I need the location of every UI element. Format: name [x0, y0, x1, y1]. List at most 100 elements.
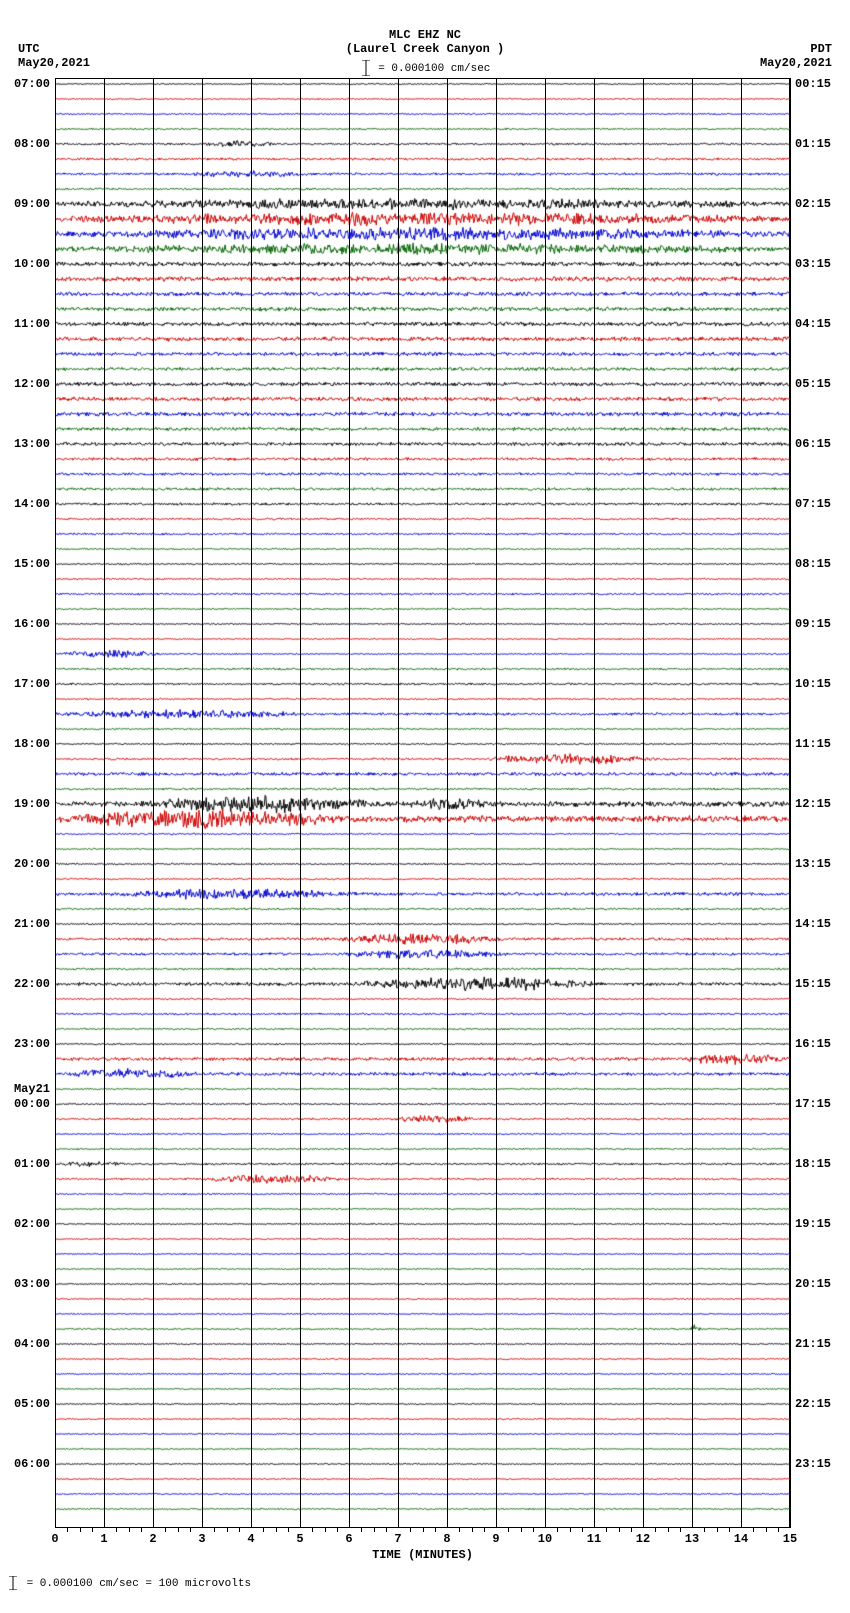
pdt-time-label: 01:15: [795, 137, 835, 151]
pdt-time-label: 00:15: [795, 77, 835, 91]
xtick-minor: [239, 1528, 240, 1532]
xtick-minor: [410, 1528, 411, 1532]
xtick-minor: [312, 1528, 313, 1532]
xtick-label: 10: [538, 1532, 552, 1546]
xtick-minor: [116, 1528, 117, 1532]
xtick-label: 4: [247, 1532, 254, 1546]
gridline: [790, 78, 791, 1528]
xtick-minor: [361, 1528, 362, 1532]
xtick-label: 3: [198, 1532, 205, 1546]
utc-time-label: 09:00: [10, 197, 50, 211]
helicorder-plot: TIME (MINUTES) 012345678910111213141507:…: [55, 78, 790, 1528]
xtick-label: 12: [636, 1532, 650, 1546]
xtick-minor: [766, 1528, 767, 1532]
utc-time-label: 22:00: [10, 977, 50, 991]
xtick-label: 15: [783, 1532, 797, 1546]
xtick-minor: [619, 1528, 620, 1532]
pdt-time-label: 03:15: [795, 257, 835, 271]
xtick-minor: [263, 1528, 264, 1532]
gridline: [104, 78, 105, 1528]
gridline: [251, 78, 252, 1528]
xtick-minor: [521, 1528, 522, 1532]
xtick-minor: [570, 1528, 571, 1532]
xtick-minor: [704, 1528, 705, 1532]
footer-text: = 0.000100 cm/sec = 100 microvolts: [27, 1578, 251, 1590]
xtick-minor: [288, 1528, 289, 1532]
gridline: [643, 78, 644, 1528]
seismic-traces: [55, 78, 790, 1528]
xtick-minor: [165, 1528, 166, 1532]
pdt-time-label: 07:15: [795, 497, 835, 511]
xtick-minor: [631, 1528, 632, 1532]
utc-time-label: 20:00: [10, 857, 50, 871]
utc-time-label: 08:00: [10, 137, 50, 151]
xtick-minor: [778, 1528, 779, 1532]
pdt-time-label: 14:15: [795, 917, 835, 931]
xtick-minor: [325, 1528, 326, 1532]
pdt-time-label: 04:15: [795, 317, 835, 331]
utc-time-label: 04:00: [10, 1337, 50, 1351]
utc-time-label: 12:00: [10, 377, 50, 391]
xtick-label: 9: [492, 1532, 499, 1546]
xtick-minor: [655, 1528, 656, 1532]
station-title: MLC EHZ NC: [0, 28, 850, 42]
utc-time-label: 14:00: [10, 497, 50, 511]
pdt-time-label: 10:15: [795, 677, 835, 691]
gridline: [447, 78, 448, 1528]
xtick-label: 1: [100, 1532, 107, 1546]
utc-time-label: 01:00: [10, 1157, 50, 1171]
pdt-time-label: 19:15: [795, 1217, 835, 1231]
pdt-time-label: 23:15: [795, 1457, 835, 1471]
xtick-minor: [423, 1528, 424, 1532]
xtick-label: 2: [149, 1532, 156, 1546]
xtick-minor: [276, 1528, 277, 1532]
xtick-label: 11: [587, 1532, 601, 1546]
utc-time-label: 05:00: [10, 1397, 50, 1411]
gridline: [594, 78, 595, 1528]
utc-time-label: 00:00: [10, 1097, 50, 1111]
gridline: [55, 78, 56, 1528]
pdt-time-label: 17:15: [795, 1097, 835, 1111]
xtick-minor: [92, 1528, 93, 1532]
xtick-minor: [484, 1528, 485, 1532]
utc-time-label: 13:00: [10, 437, 50, 451]
pdt-time-label: 09:15: [795, 617, 835, 631]
utc-time-label: 19:00: [10, 797, 50, 811]
utc-time-label: 21:00: [10, 917, 50, 931]
pdt-time-label: 05:15: [795, 377, 835, 391]
xtick-minor: [717, 1528, 718, 1532]
pdt-time-label: 11:15: [795, 737, 835, 751]
utc-time-label: 11:00: [10, 317, 50, 331]
footer: = 0.000100 cm/sec = 100 microvolts: [6, 1576, 850, 1590]
xtick-minor: [680, 1528, 681, 1532]
gridline: [545, 78, 546, 1528]
pdt-time-label: 06:15: [795, 437, 835, 451]
xtick-minor: [227, 1528, 228, 1532]
xtick-label: 8: [443, 1532, 450, 1546]
xtick-minor: [729, 1528, 730, 1532]
xtick-minor: [178, 1528, 179, 1532]
utc-time-label: 02:00: [10, 1217, 50, 1231]
xtick-minor: [141, 1528, 142, 1532]
utc-time-label: 23:00: [10, 1037, 50, 1051]
pdt-time-label: 21:15: [795, 1337, 835, 1351]
xtick-label: 14: [734, 1532, 748, 1546]
pdt-time-label: 18:15: [795, 1157, 835, 1171]
xtick-minor: [67, 1528, 68, 1532]
pdt-time-label: 13:15: [795, 857, 835, 871]
xtick-minor: [668, 1528, 669, 1532]
xtick-label: 0: [51, 1532, 58, 1546]
xtick-minor: [606, 1528, 607, 1532]
utc-time-label: 15:00: [10, 557, 50, 571]
pdt-time-label: 08:15: [795, 557, 835, 571]
pdt-time-label: 16:15: [795, 1037, 835, 1051]
utc-time-label: 03:00: [10, 1277, 50, 1291]
xtick-minor: [129, 1528, 130, 1532]
xtick-label: 5: [296, 1532, 303, 1546]
station-location: (Laurel Creek Canyon ): [0, 42, 850, 56]
xtick-minor: [472, 1528, 473, 1532]
gridline: [349, 78, 350, 1528]
xtick-minor: [753, 1528, 754, 1532]
gridline: [202, 78, 203, 1528]
xtick-label: 6: [345, 1532, 352, 1546]
